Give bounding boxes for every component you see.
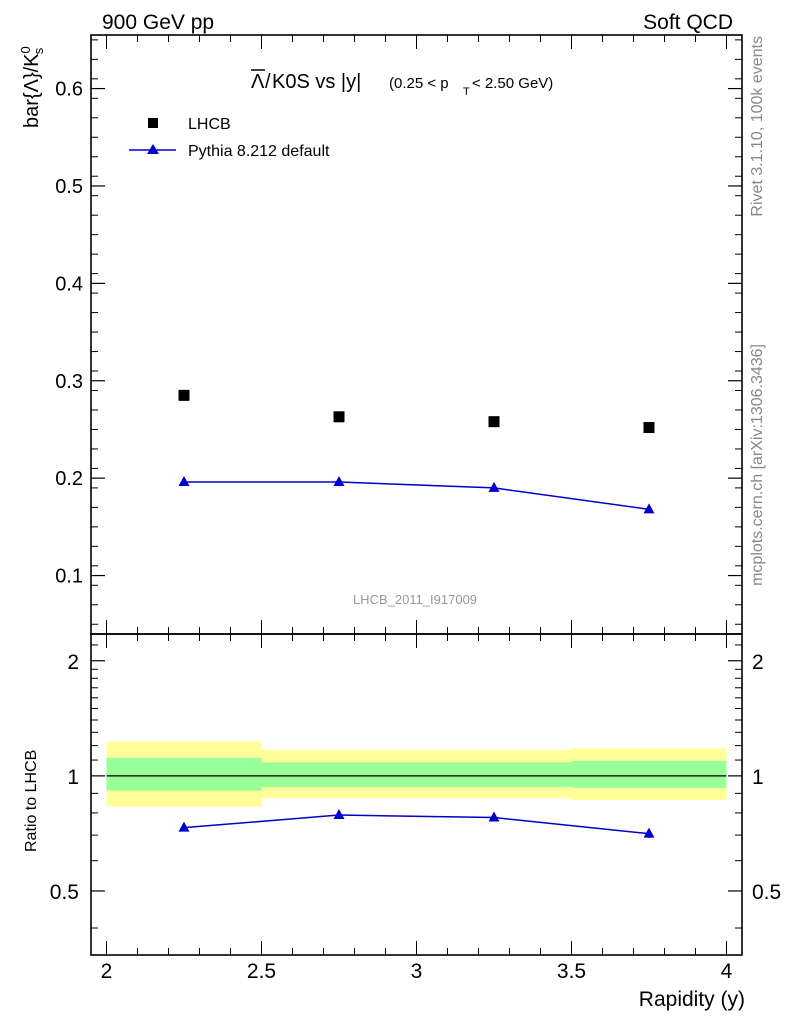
- x-axis-label: Rapidity (y): [639, 988, 745, 1011]
- ratio-y-tick-label: 0.5: [50, 881, 79, 904]
- legend: LHCB Pythia 8.212 default: [129, 116, 330, 160]
- data-point: [488, 416, 500, 428]
- ratio-point: [643, 827, 655, 838]
- header-right: Soft QCD: [643, 11, 733, 34]
- data-point: [333, 411, 345, 423]
- mc-point: [333, 476, 345, 487]
- title-cut-end: < 2.50 GeV): [472, 75, 553, 92]
- ratio-marks: [106, 741, 727, 838]
- data-point: [178, 389, 190, 401]
- ylabel-sup: 0: [18, 46, 33, 53]
- legend-label-lhcb: LHCB: [188, 116, 231, 133]
- uncertainty-band-inner: [571, 760, 727, 788]
- ratio-mc-line: [183, 814, 650, 835]
- title-main: K0S vs |y|: [272, 71, 361, 93]
- y-tick-label: 0.4: [55, 273, 83, 295]
- x-tick-label: 2.5: [247, 960, 276, 983]
- ratio-point: [178, 821, 190, 832]
- x-tick-label: 3: [411, 960, 423, 983]
- uncertainty-band-inner: [261, 762, 572, 788]
- y-tick-label: 0.3: [55, 371, 83, 393]
- ratio-ticks: 0.5 0.5 1 1 2 2 2 2.5 3 3.5 4: [50, 634, 781, 983]
- y-tick-label: 0.5: [55, 176, 83, 198]
- y-tick-label: 0.6: [55, 79, 83, 101]
- ratio-y-tick-label: 2: [67, 651, 79, 674]
- title-lambda: Λ: [251, 71, 265, 93]
- ratio-y-label: Ratio to LHCB: [23, 750, 40, 852]
- title-cut-sub: T: [463, 86, 470, 98]
- y-tick-label: 0.1: [55, 566, 83, 588]
- title-cut: (0.25 < p: [389, 75, 449, 92]
- ratio-y-tick-label-right: 1: [752, 766, 764, 789]
- ratio-y-tick-label-right: 0.5: [752, 881, 781, 904]
- x-tick-label: 2: [101, 960, 113, 983]
- ylabel-sub: s: [31, 47, 46, 54]
- main-marks: [178, 389, 655, 514]
- ratio-panel: 0.5 0.5 1 1 2 2 2 2.5 3 3.5 4 Ratio to LHCB Rapidi…: [23, 633, 781, 1011]
- ratio-point: [333, 809, 345, 820]
- svg-text:bar{Λ}/K0s: bar{Λ}/K0s: [18, 46, 46, 128]
- x-tick-label: 4: [721, 960, 733, 983]
- x-tick-label: 3.5: [557, 960, 586, 983]
- data-point: [643, 422, 655, 434]
- header-left: 900 GeV pp: [102, 11, 214, 34]
- main-panel: 0.1 0.2 0.3 0.4 0.5 0.6 Λ / K0S vs |y| (0.25 …: [18, 34, 743, 635]
- chart-title: Λ / K0S vs |y| (0.25 < p T < 2.50 GeV): [251, 69, 553, 98]
- legend-marker-pythia: [147, 144, 159, 154]
- mc-line: [184, 481, 650, 511]
- ratio-y-tick-label: 1: [67, 766, 79, 789]
- ylabel-main: bar{Λ}/K: [21, 53, 43, 128]
- watermark: LHCB_2011_I917009: [353, 592, 477, 607]
- mc-point: [488, 481, 500, 492]
- main-y-label: bar{Λ}/K0s: [18, 46, 46, 128]
- y-tick-label: 0.2: [55, 468, 83, 490]
- legend-label-pythia: Pythia 8.212 default: [188, 143, 330, 160]
- legend-marker-lhcb: [148, 118, 158, 128]
- side-text-top: Rivet 3.1.10, 100k events: [749, 36, 766, 217]
- ratio-y-tick-label-right: 2: [752, 651, 764, 674]
- mc-point: [178, 476, 190, 487]
- title-slash: /: [265, 71, 271, 93]
- side-text-bottom: mcplots.cern.ch [arXiv:1306.3436]: [749, 344, 766, 586]
- mc-point: [643, 503, 655, 514]
- main-ticks: 0.1 0.2 0.3 0.4 0.5 0.6: [55, 35, 742, 634]
- uncertainty-band-inner: [106, 757, 262, 791]
- ratio-point: [488, 811, 500, 822]
